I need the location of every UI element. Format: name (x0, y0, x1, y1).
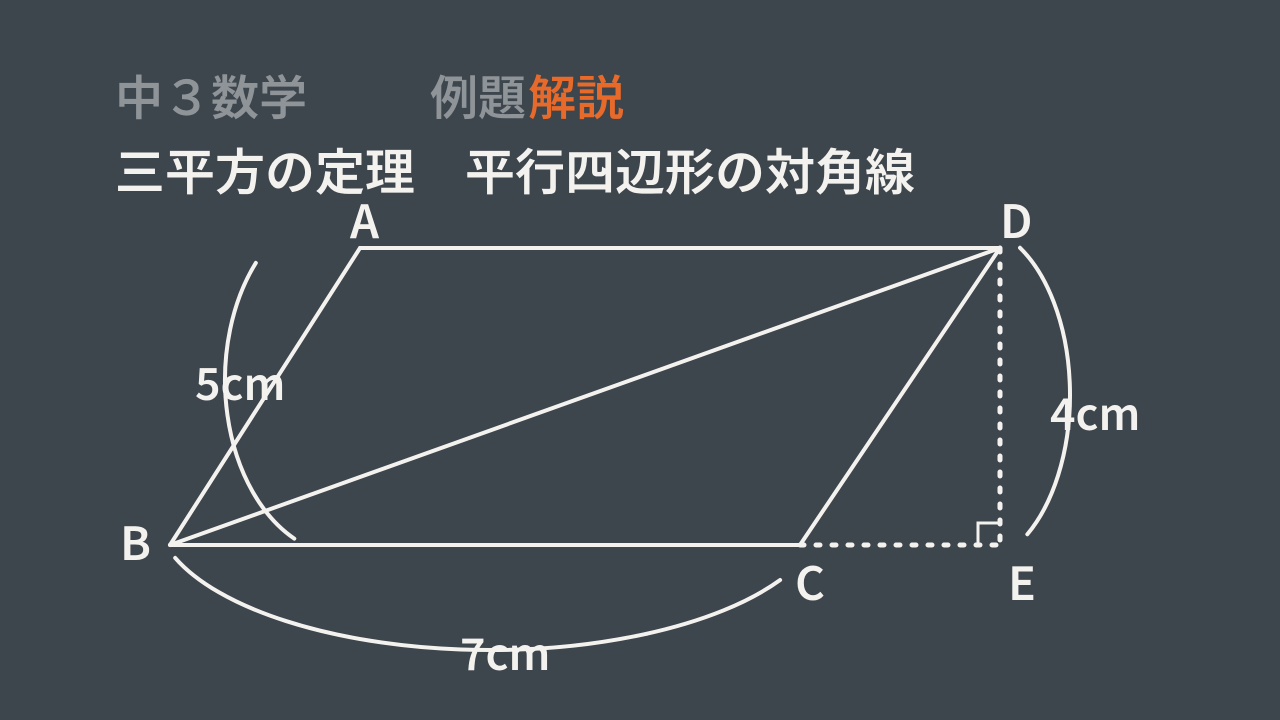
vertex-label-D: D (1000, 186, 1033, 252)
header-example: 例題 (430, 59, 526, 129)
side-label-AB: 5cm (195, 349, 285, 413)
vertex-label-E: E (1008, 548, 1036, 614)
header-explanation: 解説 (528, 59, 624, 129)
topic-title: 三平方の定理 平行四辺形の対角線 (115, 133, 915, 205)
vertex-label-B: B (120, 508, 151, 574)
vertex-label-C: C (795, 548, 825, 614)
diagram-svg: 中３数学 例題解説三平方の定理 平行四辺形の対角線A D B C E 5cm 4cm 7cm (0, 0, 1280, 720)
stage: 中３数学 例題解説三平方の定理 平行四辺形の対角線A D B C E 5cm 4cm 7cm (0, 0, 1280, 720)
side-label-BC: 7cm (460, 619, 550, 683)
header-grade: 中３数学 (115, 59, 307, 129)
side-label-DE: 4cm (1050, 379, 1140, 443)
vertex-label-A: A (349, 186, 380, 252)
